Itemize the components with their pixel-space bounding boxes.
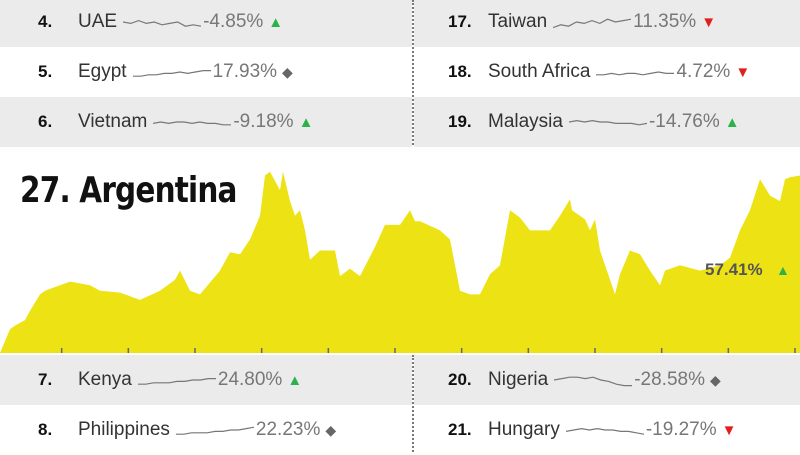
rank: 5. — [38, 62, 53, 81]
diamond-icon: ◆ — [709, 371, 721, 388]
rank: 21. — [448, 420, 472, 439]
down-arrow-icon: ▼ — [735, 63, 751, 81]
list-item: 5. Egypt 17.93% ◆ — [0, 47, 412, 97]
list-item: 8. Philippines 22.23% ◆ — [0, 405, 412, 455]
diamond-icon: ◆ — [325, 421, 337, 438]
rank: 6. — [38, 112, 53, 131]
chart-end-label: 57.41% — [705, 260, 763, 279]
sparkline-line — [132, 69, 211, 77]
country-name: South Africa — [488, 61, 591, 82]
percent-change: 22.23% — [255, 419, 321, 440]
rank: 18. — [448, 62, 472, 81]
up-arrow-icon: ▲ — [298, 113, 314, 131]
sparkline — [175, 426, 254, 435]
country-name: Hungary — [488, 419, 560, 440]
percent-change: 17.93% — [212, 61, 278, 82]
country-name: Nigeria — [488, 369, 549, 390]
sparkline-line — [153, 121, 232, 126]
country-name: Kenya — [78, 369, 132, 390]
rank: 7. — [38, 370, 53, 389]
up-arrow-icon: ▲ — [776, 262, 790, 278]
chart-title: 27. Argentina — [20, 170, 237, 211]
percent-change: -19.27% — [645, 419, 717, 440]
rank: 4. — [38, 12, 53, 31]
sparkline — [565, 427, 644, 435]
up-arrow-icon: ▲ — [287, 371, 303, 389]
rank: 8. — [38, 420, 53, 439]
country-name: UAE — [78, 11, 118, 32]
country-name: Malaysia — [488, 111, 563, 132]
column-divider — [412, 0, 414, 145]
sparkline — [123, 19, 202, 27]
sparkline — [132, 69, 211, 77]
list-item: 17. Taiwan 11.35% ▼ — [414, 0, 800, 47]
sparkline-line — [565, 427, 644, 435]
list-item: 4. UAE -4.85% ▲ — [0, 0, 412, 47]
diamond-icon: ◆ — [282, 63, 293, 80]
sparkline-line — [554, 376, 633, 387]
area-series — [0, 171, 800, 353]
country-name: Taiwan — [488, 11, 548, 32]
percent-change: -9.18% — [233, 111, 294, 132]
list-item: 18. South Africa 4.72% ▼ — [414, 47, 800, 97]
list-item: 6. Vietnam -9.18% ▲ — [0, 97, 412, 147]
country-name: Egypt — [78, 61, 127, 82]
sparkline — [554, 376, 633, 387]
up-arrow-icon: ▲ — [724, 113, 740, 131]
list-item: 20. Nigeria -28.58% ◆ — [414, 355, 800, 405]
sparkline — [553, 18, 632, 29]
sparkline — [596, 71, 675, 76]
rank: 20. — [448, 370, 472, 389]
country-name: Vietnam — [78, 111, 148, 132]
sparkline-line — [553, 18, 632, 29]
sparkline — [568, 119, 647, 126]
sparkline-line — [123, 19, 202, 27]
percent-change: -14.76% — [648, 111, 720, 132]
percent-change: 4.72% — [676, 61, 731, 82]
sparkline-line — [137, 377, 216, 385]
column-divider — [412, 355, 414, 452]
country-name: Philippines — [78, 419, 170, 440]
percent-change: 11.35% — [633, 11, 697, 32]
percent-change: -4.85% — [203, 11, 264, 32]
list-item: 21. Hungary -19.27% ▼ — [414, 405, 800, 455]
list-item: 19. Malaysia -14.76% ▲ — [414, 97, 800, 147]
sparkline-line — [175, 426, 254, 435]
up-arrow-icon: ▲ — [268, 13, 284, 31]
rank: 17. — [448, 12, 472, 31]
sparkline — [137, 377, 216, 385]
argentina-area-chart — [0, 171, 800, 353]
sparkline-line — [568, 119, 647, 126]
down-arrow-icon: ▼ — [701, 13, 717, 31]
sparkline-line — [596, 71, 675, 76]
rank: 19. — [448, 112, 472, 131]
sparkline — [153, 121, 232, 126]
percent-change: -28.58% — [634, 369, 705, 390]
down-arrow-icon: ▼ — [721, 421, 737, 439]
list-item: 7. Kenya 24.80% ▲ — [0, 355, 412, 405]
percent-change: 24.80% — [217, 369, 283, 390]
